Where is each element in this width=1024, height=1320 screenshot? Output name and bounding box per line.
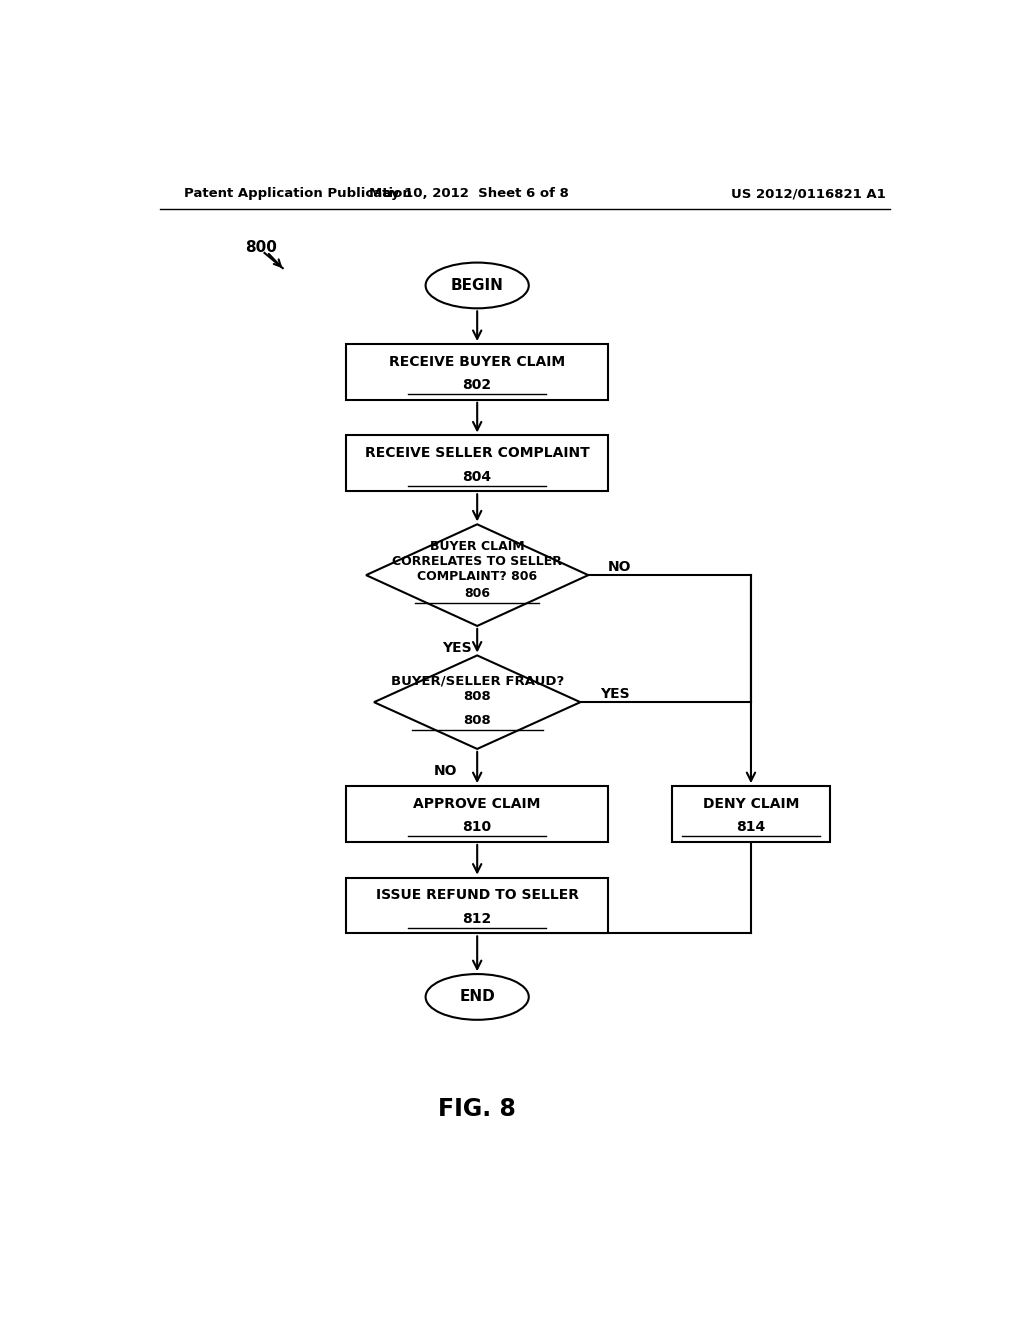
Polygon shape [367,524,588,626]
Text: RECEIVE SELLER COMPLAINT: RECEIVE SELLER COMPLAINT [365,446,590,461]
Text: 806: 806 [464,587,490,599]
FancyBboxPatch shape [346,785,608,842]
Text: BUYER CLAIM
CORRELATES TO SELLER
COMPLAINT? 806: BUYER CLAIM CORRELATES TO SELLER COMPLAI… [392,540,562,583]
FancyBboxPatch shape [346,436,608,491]
Text: YES: YES [600,686,630,701]
Text: BUYER/SELLER FRAUD?
808: BUYER/SELLER FRAUD? 808 [390,675,564,704]
FancyBboxPatch shape [672,785,830,842]
Text: BEGIN: BEGIN [451,279,504,293]
Polygon shape [374,656,581,748]
Text: RECEIVE BUYER CLAIM: RECEIVE BUYER CLAIM [389,355,565,368]
Text: May 10, 2012  Sheet 6 of 8: May 10, 2012 Sheet 6 of 8 [370,187,569,201]
Text: DENY CLAIM: DENY CLAIM [702,797,799,810]
Text: NO: NO [434,764,457,779]
Text: APPROVE CLAIM: APPROVE CLAIM [414,797,541,810]
Text: FIG. 8: FIG. 8 [438,1097,516,1121]
Text: 804: 804 [463,470,492,483]
FancyBboxPatch shape [346,345,608,400]
Text: 808: 808 [463,714,492,727]
FancyBboxPatch shape [346,878,608,933]
Text: 810: 810 [463,820,492,834]
Ellipse shape [426,974,528,1020]
Text: YES: YES [442,642,472,655]
Text: 802: 802 [463,378,492,392]
Text: 814: 814 [736,820,766,834]
Text: US 2012/0116821 A1: US 2012/0116821 A1 [731,187,886,201]
Text: 800: 800 [246,240,278,255]
Text: 812: 812 [463,912,492,925]
Text: Patent Application Publication: Patent Application Publication [183,187,412,201]
Text: END: END [460,990,495,1005]
Text: NO: NO [608,560,632,574]
Text: ISSUE REFUND TO SELLER: ISSUE REFUND TO SELLER [376,888,579,903]
Ellipse shape [426,263,528,309]
